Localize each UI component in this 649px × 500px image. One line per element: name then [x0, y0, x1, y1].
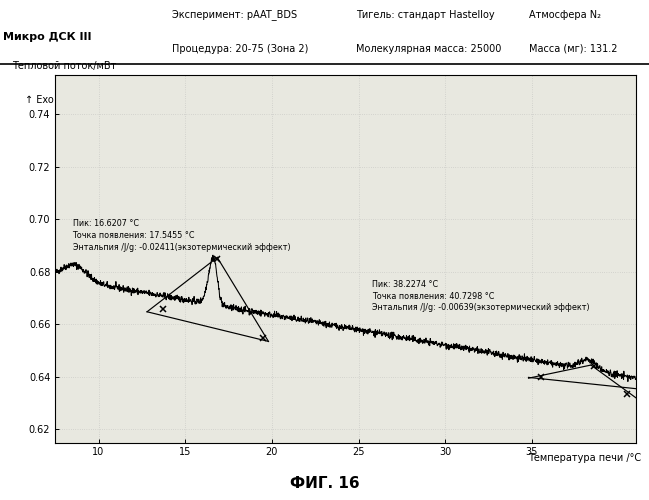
- Text: Молекулярная масса: 25000: Молекулярная масса: 25000: [356, 44, 501, 54]
- Text: Эксперимент: pAAT_BDS: Эксперимент: pAAT_BDS: [172, 10, 297, 20]
- Text: ↑ Exo: ↑ Exo: [25, 95, 54, 105]
- Text: Микро ДСК III: Микро ДСК III: [3, 32, 92, 42]
- Text: Пик: 38.2274 °C
Точка появления: 40.7298 °C
Энтальпия /J/g: -0.00639(экзотермиче: Пик: 38.2274 °C Точка появления: 40.7298…: [373, 280, 590, 312]
- Text: Пик: 16.6207 °C
Точка появления: 17.5455 °C
Энтальпия /J/g: -0.02411(экзотермиче: Пик: 16.6207 °C Точка появления: 17.5455…: [73, 220, 290, 252]
- Text: Температура печи /°C: Температура печи /°C: [528, 453, 641, 463]
- Text: Масса (мг): 131.2: Масса (мг): 131.2: [529, 44, 617, 54]
- Text: Тепловой поток/мВт: Тепловой поток/мВт: [12, 62, 116, 72]
- Text: ФИГ. 16: ФИГ. 16: [289, 476, 360, 492]
- Text: Атмосфера N₂: Атмосфера N₂: [529, 10, 601, 20]
- Text: Тигель: стандарт Hastelloy: Тигель: стандарт Hastelloy: [356, 10, 495, 20]
- Text: Процедура: 20-75 (Зона 2): Процедура: 20-75 (Зона 2): [172, 44, 308, 54]
